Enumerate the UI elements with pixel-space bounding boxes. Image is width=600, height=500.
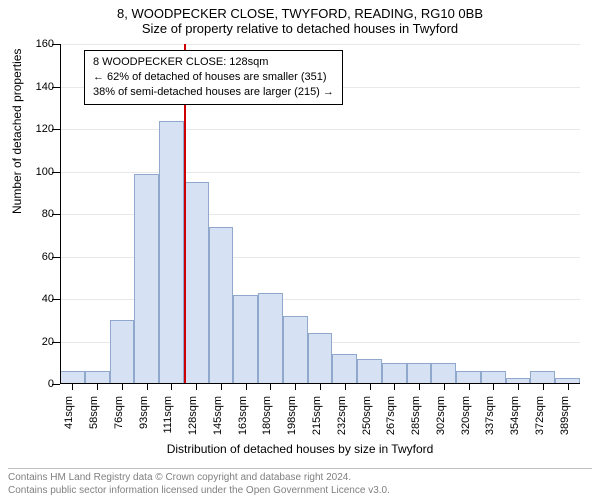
grid-line xyxy=(60,129,580,130)
annotation-line-3: 38% of semi-detached houses are larger (… xyxy=(93,85,334,100)
annotation-line-2: ← 62% of detached of houses are smaller … xyxy=(93,70,334,85)
y-tick-label: 60 xyxy=(24,251,54,263)
histogram-bar xyxy=(407,363,432,384)
y-tick-label: 100 xyxy=(24,166,54,178)
chart-container: 8, WOODPECKER CLOSE, TWYFORD, READING, R… xyxy=(0,0,600,500)
x-tick xyxy=(171,384,172,390)
histogram-bar xyxy=(308,333,333,384)
x-tick xyxy=(518,384,519,390)
footer-line-2: Contains public sector information licen… xyxy=(8,485,592,498)
histogram-bar xyxy=(357,359,382,385)
grid-line xyxy=(60,44,580,45)
footer-line-1: Contains HM Land Registry data © Crown c… xyxy=(8,472,592,485)
histogram-bar xyxy=(159,121,184,385)
y-axis-line xyxy=(60,44,61,384)
histogram-bar xyxy=(184,182,209,384)
histogram-bar xyxy=(431,363,456,384)
x-tick xyxy=(568,384,569,390)
x-tick xyxy=(295,384,296,390)
x-tick xyxy=(72,384,73,390)
x-tick xyxy=(196,384,197,390)
x-tick xyxy=(246,384,247,390)
y-tick-label: 140 xyxy=(24,81,54,93)
x-tick xyxy=(320,384,321,390)
x-tick xyxy=(469,384,470,390)
y-tick-label: 20 xyxy=(24,336,54,348)
x-tick xyxy=(221,384,222,390)
x-tick xyxy=(270,384,271,390)
x-tick xyxy=(370,384,371,390)
y-tick-label: 120 xyxy=(24,123,54,135)
annotation-line-1: 8 WOODPECKER CLOSE: 128sqm xyxy=(93,55,334,70)
x-tick xyxy=(97,384,98,390)
histogram-bar xyxy=(209,227,234,384)
chart-title-main: 8, WOODPECKER CLOSE, TWYFORD, READING, R… xyxy=(0,0,600,21)
x-tick xyxy=(543,384,544,390)
chart-title-sub: Size of property relative to detached ho… xyxy=(0,21,600,38)
histogram-bar xyxy=(258,293,283,384)
x-tick xyxy=(394,384,395,390)
x-tick xyxy=(444,384,445,390)
x-tick xyxy=(122,384,123,390)
histogram-bar xyxy=(134,174,159,384)
histogram-bar xyxy=(110,320,135,384)
annotation-box: 8 WOODPECKER CLOSE: 128sqm ← 62% of deta… xyxy=(84,50,343,105)
histogram-bar xyxy=(382,363,407,384)
y-axis-title: Number of detached properties xyxy=(10,49,24,214)
grid-line xyxy=(60,172,580,173)
histogram-bar xyxy=(233,295,258,384)
x-axis-title: Distribution of detached houses by size … xyxy=(0,442,600,456)
histogram-bar xyxy=(332,354,357,384)
x-tick xyxy=(345,384,346,390)
y-tick-label: 80 xyxy=(24,208,54,220)
x-axis-line xyxy=(60,383,580,384)
x-tick xyxy=(147,384,148,390)
histogram-bar xyxy=(283,316,308,384)
footer: Contains HM Land Registry data © Crown c… xyxy=(8,468,592,497)
y-tick-label: 160 xyxy=(24,38,54,50)
y-tick-label: 0 xyxy=(24,378,54,390)
x-tick xyxy=(493,384,494,390)
x-tick xyxy=(419,384,420,390)
y-tick-label: 40 xyxy=(24,293,54,305)
